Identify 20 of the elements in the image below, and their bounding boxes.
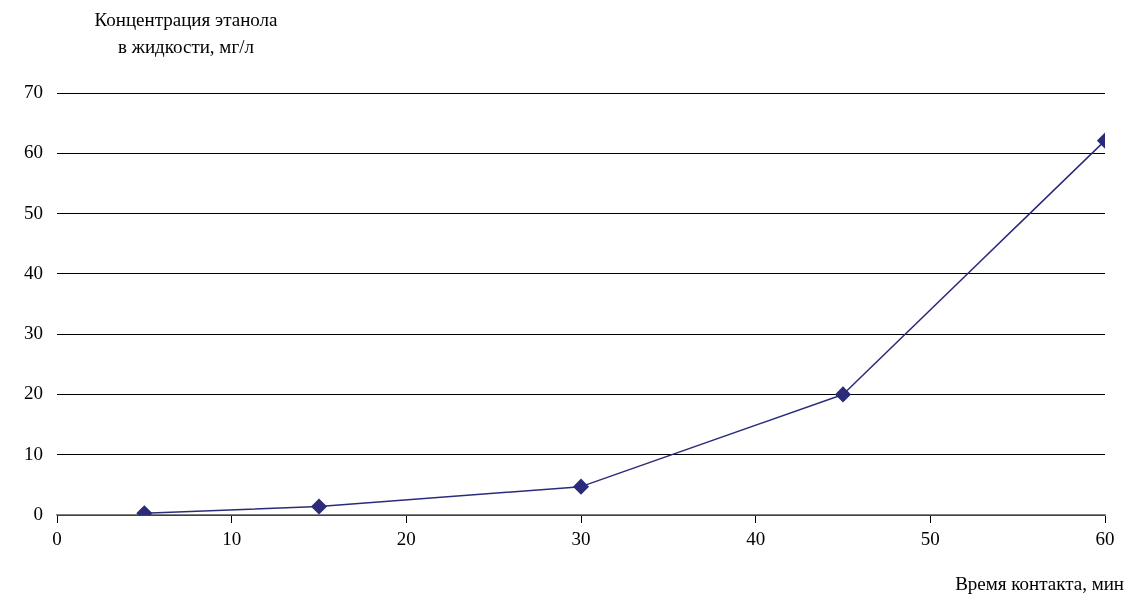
point [573,478,589,495]
x-tick-label: 50 [920,528,940,550]
point [835,386,851,403]
y-tick-label: 20 [24,382,43,404]
y-axis-title: Концентрация этанола в жидкости, мг/л [94,9,279,57]
x-tick-label: 30 [571,528,591,550]
y-tick-label: 40 [24,261,43,283]
y-tick-label: 60 [24,141,43,163]
x-tick-label: 10 [222,528,242,550]
y-tick-label: 70 [24,80,43,102]
x-tick-label: 0 [52,528,62,550]
x-tick-label: 60 [1095,528,1115,550]
y-tick-label: 10 [24,442,43,464]
y-tick-label: 50 [24,201,43,223]
x-axis-title: Время контакта, мин [955,573,1124,594]
x-tick-label: 20 [396,528,416,550]
y-tick-label: 30 [24,322,43,344]
point [311,498,327,515]
x-tick-label: 40 [746,528,766,550]
y-tick-label: 0 [33,502,43,524]
